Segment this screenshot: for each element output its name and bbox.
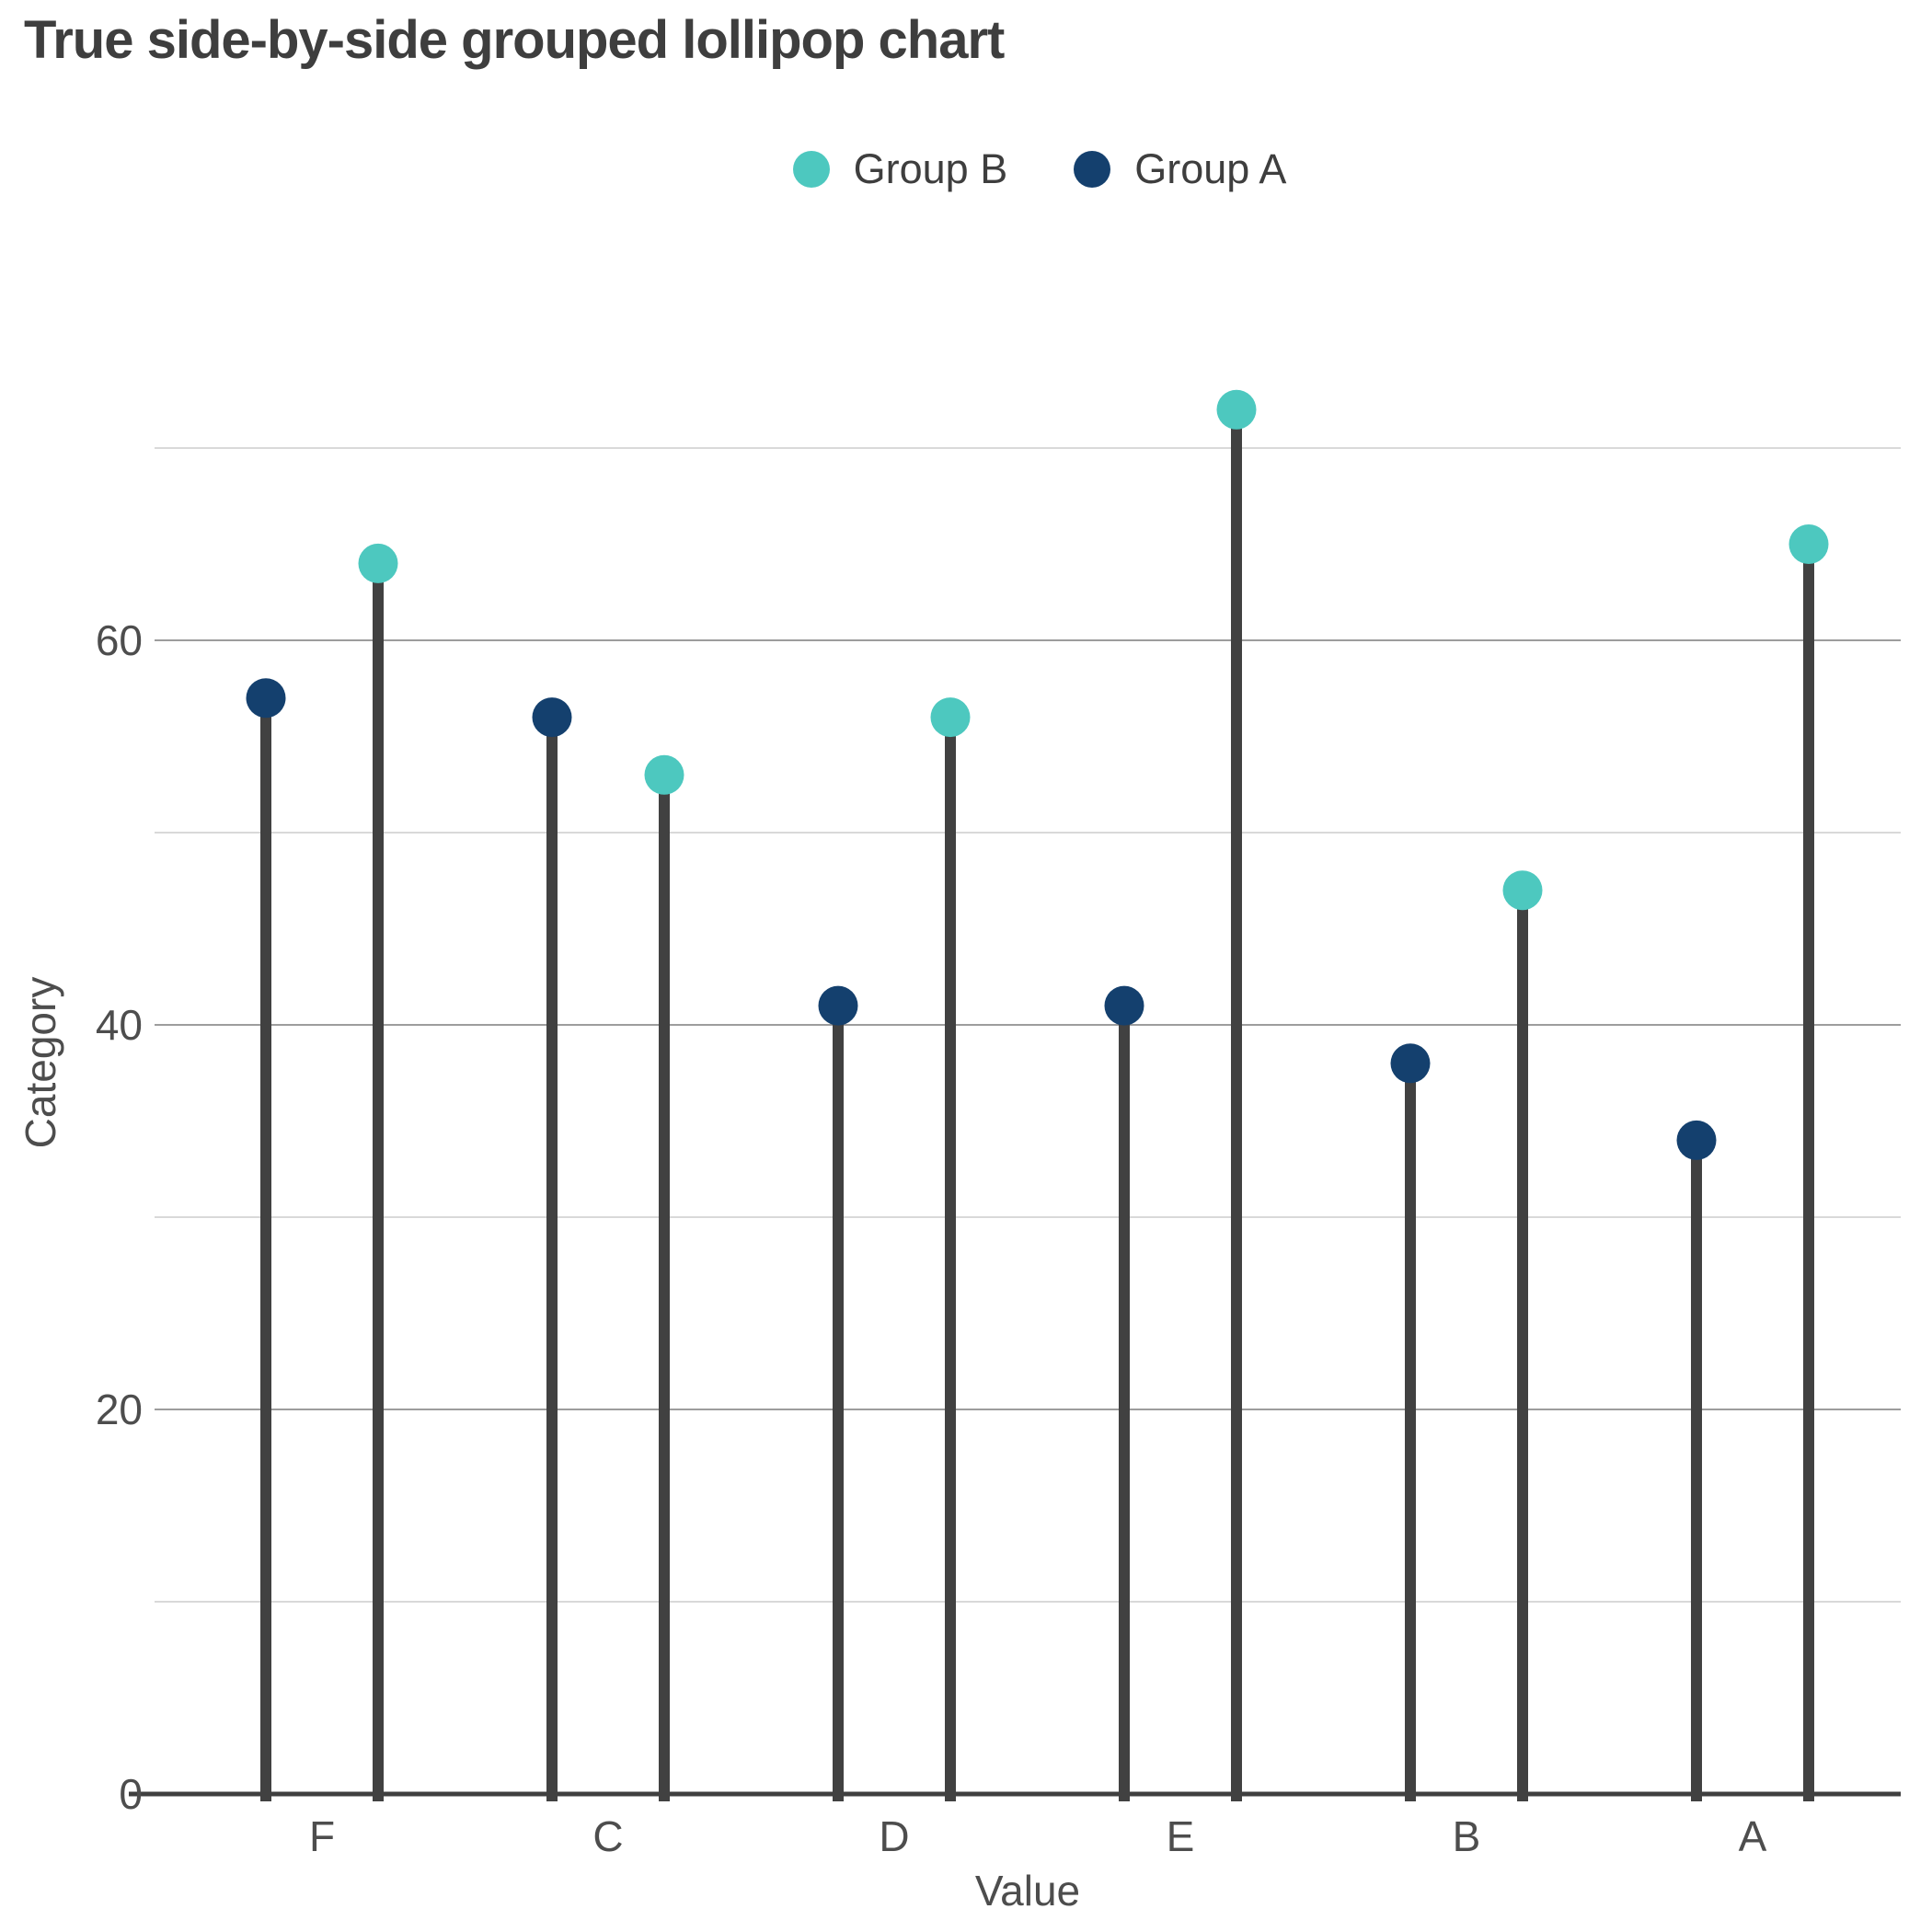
y-tick-label-60: 60 [96, 616, 143, 664]
legend-label-group-b: Group B [853, 145, 1008, 192]
y-tick-label-0: 0 [119, 1770, 143, 1818]
legend-dot-group-a-icon [1074, 151, 1111, 188]
x-tick-label-B: B [1453, 1812, 1481, 1860]
legend-item-group-a: Group A [1074, 145, 1286, 193]
lollipop-dot-A-group-b [1788, 524, 1829, 564]
lollipop-dot-B-group-a [1390, 1043, 1431, 1084]
lollipop-dot-D-group-b [930, 697, 971, 738]
x-axis-label: Value [974, 1867, 1081, 1915]
lollipop-dot-A-group-a [1676, 1120, 1717, 1160]
lollipop-dot-B-group-b [1502, 870, 1543, 911]
legend-label-group-a: Group A [1134, 145, 1287, 192]
legend-item-group-b: Group B [792, 145, 1008, 193]
x-tick-label-D: D [879, 1812, 909, 1860]
lollipop-dot-D-group-a [818, 985, 858, 1026]
y-axis-label: Category [17, 976, 64, 1149]
lollipop-dot-F-group-b [358, 543, 398, 583]
lollipop-dot-F-group-a [246, 678, 286, 719]
y-tick-label-20: 20 [96, 1386, 143, 1433]
lollipop-dot-C-group-a [532, 697, 572, 738]
x-tick-label-C: C [592, 1812, 623, 1860]
legend: Group B Group A [0, 145, 1932, 193]
chart-title: True side-by-side grouped lollipop chart [24, 10, 1005, 70]
legend-dot-group-b-icon [792, 151, 830, 188]
lollipop-dot-E-group-b [1216, 389, 1257, 430]
lollipop-dot-E-group-a [1104, 985, 1144, 1026]
x-tick-label-E: E [1167, 1812, 1195, 1860]
y-tick-label-40: 40 [96, 1001, 143, 1049]
x-tick-label-A: A [1739, 1812, 1767, 1860]
x-tick-label-F: F [309, 1812, 335, 1860]
lollipop-dot-C-group-b [644, 754, 684, 795]
